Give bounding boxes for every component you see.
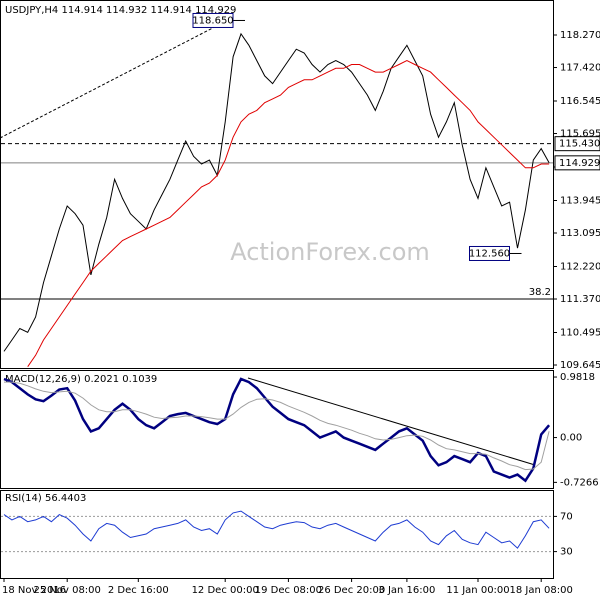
- level-label: 38.2: [529, 287, 551, 298]
- level-label-box: [554, 136, 600, 152]
- series-line: [27, 60, 550, 367]
- series-line: [3, 377, 551, 483]
- x-tick-label: 3 Jan 16:00: [378, 585, 435, 596]
- y-tick-label: 113.095: [560, 228, 600, 239]
- trend-line: [0, 17, 233, 139]
- x-tick-label: 19 Dec 08:00: [255, 585, 322, 596]
- macd-panel: [0, 370, 554, 489]
- y-tick-label: 109.645: [560, 360, 600, 371]
- price-panel: [0, 0, 554, 369]
- y-tick-label: 115.695: [560, 129, 600, 140]
- y-tick-label: 118.270: [560, 30, 600, 41]
- x-tick-label: 18 Jan 08:00: [510, 585, 573, 596]
- rsi-title: RSI(14) 56.4403: [5, 493, 86, 504]
- macd-title: MACD(12,26,9) 0.2021 0.1039: [5, 374, 157, 385]
- y-tick-label: 116.545: [560, 96, 600, 107]
- y-tick-label: 111.370: [560, 294, 600, 305]
- y-tick-label: 117.420: [560, 63, 600, 74]
- level-label: 115.430: [559, 139, 600, 150]
- y-tick-label: 70: [560, 511, 573, 522]
- annotation-box: [192, 12, 234, 28]
- series-line: [4, 381, 550, 471]
- y-tick-label: 110.495: [560, 327, 600, 338]
- level-label: 114.929: [559, 158, 600, 169]
- series-line: [3, 32, 550, 352]
- series-line: [3, 510, 550, 549]
- annotation-label: 112.560: [469, 248, 510, 259]
- y-tick-label: 30: [560, 547, 573, 558]
- annotation-box: [469, 245, 510, 261]
- x-tick-label: 11 Jan 00:00: [446, 585, 509, 596]
- y-tick-label: 0.00: [560, 433, 582, 444]
- rsi-panel: [0, 490, 554, 579]
- macd-trend-line: [247, 377, 536, 466]
- y-tick-label: -0.7266: [560, 477, 599, 488]
- annotation-label: 118.650: [192, 15, 233, 26]
- y-tick-label: 0.9818: [560, 372, 595, 383]
- x-tick-label: 12 Dec 00:00: [192, 585, 259, 596]
- chart-title: USDJPY,H4 114.914 114.932 114.914 114.92…: [5, 5, 236, 16]
- watermark: ActionForex.com: [230, 238, 430, 266]
- x-tick-label: 2 Dec 16:00: [108, 585, 169, 596]
- y-tick-label: 112.220: [560, 261, 600, 272]
- x-tick-label: 25 Nov 08:00: [33, 585, 100, 596]
- y-tick-label: 113.945: [560, 195, 600, 206]
- level-label-box: [554, 155, 600, 171]
- x-tick-label: 26 Dec 20:00: [318, 585, 385, 596]
- x-tick-label: 18 Nov 2016: [2, 585, 66, 596]
